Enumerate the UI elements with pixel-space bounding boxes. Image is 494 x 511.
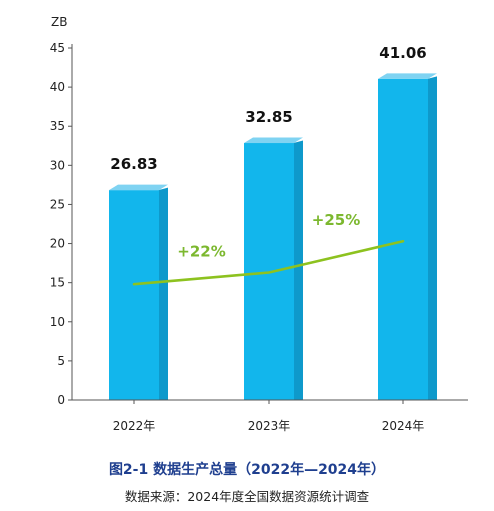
- bar-side: [158, 187, 168, 400]
- x-axis: 2022年 2023年 2024年: [72, 399, 468, 433]
- bar-value-label: 32.85: [245, 108, 292, 126]
- chart-title: 图2-1 数据生产总量（2022年—2024年）: [108, 462, 386, 478]
- y-tick-label: 15: [50, 276, 65, 290]
- bar-front: [109, 190, 159, 400]
- y-tick-label: 45: [50, 41, 65, 55]
- y-unit-label: ZB: [51, 15, 67, 29]
- bar: 41.06: [378, 44, 437, 401]
- bar: 32.85: [244, 108, 303, 401]
- y-tick-label: 25: [50, 197, 65, 211]
- y-tick-label: 30: [50, 158, 65, 172]
- x-tick-label: 2023年: [248, 419, 291, 433]
- y-tick-label: 10: [50, 315, 65, 329]
- chart-source: 数据来源：2024年度全国数据资源统计调查: [124, 489, 370, 504]
- bar-side: [427, 76, 437, 401]
- bar-front: [378, 78, 428, 401]
- growth-line: [132, 239, 405, 286]
- bar-side: [293, 140, 303, 401]
- x-tick-label: 2022年: [113, 419, 156, 433]
- bar-value-label: 41.06: [379, 44, 426, 62]
- bar-top: [378, 73, 437, 79]
- bar: 26.83: [109, 155, 168, 400]
- bar-chart: ZB 0 5 10 15 20 25 30 35 40 45 26.83 32.85 41.06 +2…: [50, 15, 468, 433]
- y-tick-label: 35: [50, 119, 65, 133]
- y-tick-label: 0: [57, 393, 65, 407]
- y-tick-label: 40: [50, 80, 65, 94]
- x-tick-label: 2024年: [382, 419, 425, 433]
- bar-top: [244, 137, 303, 144]
- bar-value-label: 26.83: [110, 155, 157, 173]
- growth-trend: +22% +25%: [132, 211, 405, 286]
- y-tick-label: 5: [57, 354, 65, 368]
- bars: 26.83 32.85 41.06: [109, 44, 437, 401]
- growth-label: +22%: [177, 242, 225, 260]
- growth-label: +25%: [312, 211, 360, 229]
- y-axis: 0 5 10 15 20 25 30 35 40 45: [50, 41, 73, 407]
- bar-top: [109, 184, 168, 191]
- y-tick-label: 20: [50, 237, 65, 251]
